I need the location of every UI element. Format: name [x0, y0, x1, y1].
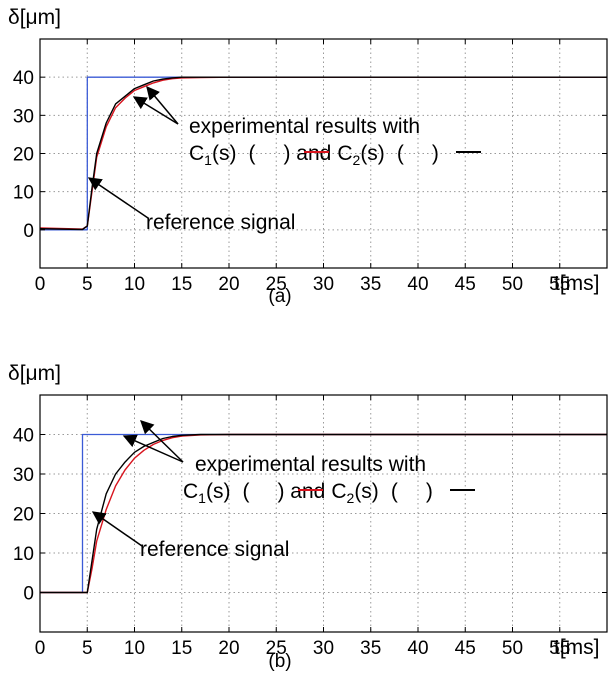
chart-a-y-tick-label: 10 [13, 183, 34, 204]
chart-b-y-label: δ[μm] [8, 362, 61, 385]
chart-a-y-tick-label: 20 [13, 145, 34, 166]
chart-a-caption: (a) [268, 286, 291, 307]
chart-a-y-tick-label: 40 [13, 68, 34, 89]
chart-a-x-tick-label: 55 [549, 274, 570, 295]
chart-b-x-tick-label: 15 [171, 638, 192, 659]
chart-a-x-tick-label: 35 [360, 274, 381, 295]
chart-a-arrow-reference [87, 177, 149, 219]
chart-b-x-tick-label: 10 [124, 638, 145, 659]
chart-a-y-tick-label: 30 [13, 106, 34, 127]
chart-a: 0 5 10 15 20 25 30 35 40 45 50 55 0 10 20 30 40 δ[μm] t[… [8, 6, 608, 307]
chart-a-x-tick-label: 10 [124, 274, 145, 295]
chart-a-annotation-line2: C1(s)() and C2(s)() [189, 142, 439, 168]
chart-b-x-tick-label: 0 [35, 638, 46, 659]
chart-b-y-tick-label: 30 [13, 465, 34, 486]
chart-a-c2-line [39, 76, 607, 231]
chart-a-arrow-1 [146, 85, 179, 125]
chart-a-x-tick-label: 40 [407, 274, 428, 295]
chart-b-y-tick-label: 40 [13, 426, 34, 447]
chart-a-x-tick-label: 25 [266, 274, 287, 295]
chart-b-x-tick-label: 50 [502, 638, 523, 659]
chart-b-arrow-reference [91, 511, 143, 547]
chart-a-x-tick-label: 0 [35, 274, 46, 295]
chart-b-x-tick-label: 45 [455, 638, 476, 659]
chart-b-annotation-line2: C1(s)() and C2(s)() [183, 480, 433, 506]
chart-a-x-tick-label: 45 [455, 274, 476, 295]
chart-a-x-tick-label: 20 [218, 274, 239, 295]
chart-a-x-tick-label: 5 [82, 274, 93, 295]
chart-b-x-tick-label: 30 [313, 638, 334, 659]
chart-b-x-tick-label: 5 [82, 638, 93, 659]
chart-b-x-tick-label: 20 [218, 638, 239, 659]
chart-b-y-tick-label: 10 [13, 544, 34, 565]
chart-b-annotation-line1: experimental results with [195, 453, 426, 476]
chart-a-y-tick-label: 0 [23, 221, 34, 242]
chart-a-arrow-2 [132, 96, 179, 125]
chart-b-x-tick-label: 35 [360, 638, 381, 659]
chart-b: 0 5 10 15 20 25 30 35 40 45 50 55 0 10 20 30 40 δ[μm] t[… [8, 362, 608, 672]
chart-b-x-tick-label: 55 [549, 638, 570, 659]
chart-a-annotation-line1: experimental results with [189, 115, 420, 138]
chart-b-caption: (b) [268, 651, 291, 672]
chart-b-arrow-2 [122, 434, 184, 463]
chart-a-annotation-reference: reference signal [146, 211, 295, 234]
chart-b-x-tick-label: 40 [407, 638, 428, 659]
chart-b-y-tick-label: 0 [23, 584, 34, 605]
chart-b-x-label: t[ms] [554, 636, 600, 659]
chart-b-arrow-1 [140, 420, 184, 463]
chart-a-x-tick-label: 50 [502, 274, 523, 295]
chart-b-annotation-reference: reference signal [140, 538, 289, 561]
chart-b-plot-area: 0 5 10 15 20 25 30 35 40 45 50 55 0 10 20 30 40 [13, 394, 608, 659]
chart-a-x-tick-label: 30 [313, 274, 334, 295]
chart-b-x-tick-label: 25 [266, 638, 287, 659]
chart-a-x-label: t[ms] [554, 272, 600, 295]
chart-a-plot-area: 0 5 10 15 20 25 30 35 40 45 50 55 0 10 20 30 40 [13, 38, 608, 295]
chart-a-x-tick-label: 15 [171, 274, 192, 295]
chart-b-y-tick-label: 20 [13, 505, 34, 526]
chart-a-y-label: δ[μm] [8, 6, 61, 29]
